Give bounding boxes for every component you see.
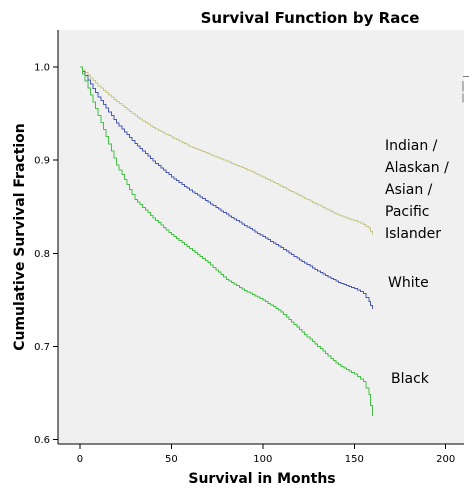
series-label-0: Indian / xyxy=(385,138,438,154)
chart-title: Survival Function by Race xyxy=(201,9,420,27)
y-tick-label: 0.9 xyxy=(34,156,50,167)
series-label-0: Asian / xyxy=(385,182,433,198)
axes xyxy=(57,30,464,445)
y-tick-label: 0.7 xyxy=(34,342,50,353)
series-label-2: Black xyxy=(391,371,430,387)
series-line-1 xyxy=(79,66,374,310)
y-tick-label: 1.0 xyxy=(34,63,50,74)
plot-background xyxy=(58,30,464,444)
x-tick-label: 100 xyxy=(253,454,272,465)
x-tick-label: 0 xyxy=(77,454,83,465)
series-label-1: White xyxy=(388,275,429,291)
series-label-0: Pacific xyxy=(385,204,430,220)
series-line-2 xyxy=(79,66,374,417)
x-tick-label: 150 xyxy=(345,454,364,465)
series-labels: Indian / Alaskan / Asian / Pacific Islander W… xyxy=(385,138,449,387)
series-lines xyxy=(79,66,374,417)
x-tick-label: 50 xyxy=(165,454,178,465)
series-label-0: Islander xyxy=(385,226,441,242)
series-line-0 xyxy=(79,66,374,235)
y-axis-label: Cumulative Survival Fraction xyxy=(12,123,28,351)
axis-ticks: 0 50 100 150 200 0.6 0.7 0.8 0.9 1.0 xyxy=(34,63,455,465)
series-label-0: Alaskan / xyxy=(385,160,449,176)
x-axis-label: Survival in Months xyxy=(188,471,335,487)
y-tick-label: 0.8 xyxy=(34,249,50,260)
x-tick-label: 200 xyxy=(436,454,455,465)
y-tick-label: 0.6 xyxy=(34,435,50,446)
